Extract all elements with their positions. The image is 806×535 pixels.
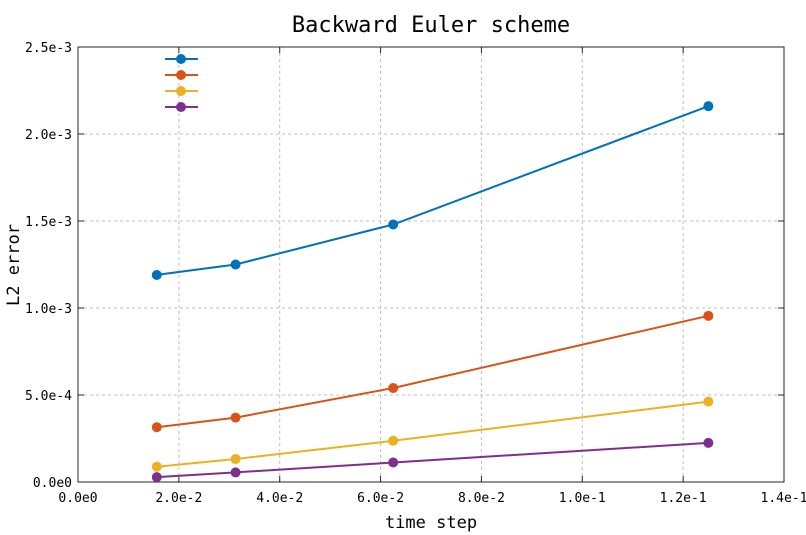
y-tick-label: 2.0e-3 — [25, 128, 72, 143]
series-4-line — [156, 441, 709, 479]
series-1-line — [156, 105, 709, 276]
y-tick-label: 0.0e0 — [33, 476, 72, 491]
series-1 — [151, 101, 714, 280]
x-tick-label: 1.2e-1 — [660, 491, 707, 506]
series-3-point — [388, 435, 399, 446]
series-1-point — [703, 101, 714, 112]
legend — [165, 54, 198, 112]
y-axis-label: L2 error — [4, 224, 24, 306]
series-2 — [151, 310, 714, 433]
legend-entry-2 — [165, 70, 198, 80]
plot-frame — [77, 46, 785, 483]
chart-title: Backward Euler scheme — [292, 13, 570, 38]
series-layer — [151, 101, 714, 483]
series-4-point — [388, 457, 399, 468]
legend-marker — [176, 70, 186, 80]
series-1-point — [151, 269, 162, 280]
legend-entry-1 — [165, 54, 198, 64]
y-tick-label: 1.0e-3 — [25, 302, 72, 317]
series-3-point — [230, 454, 241, 465]
series-3-line — [156, 400, 709, 468]
x-tick-label: 0.0e0 — [58, 491, 97, 506]
x-tick-label: 6.0e-2 — [357, 491, 404, 506]
x-axis-label: time step — [385, 513, 477, 533]
series-2-point — [230, 412, 241, 423]
legend-marker — [176, 102, 186, 112]
series-3 — [151, 396, 714, 472]
legend-entry-4 — [165, 102, 198, 112]
x-tick-label: 2.0e-2 — [155, 491, 202, 506]
series-2-point — [703, 310, 714, 321]
y-tick-label: 2.5e-3 — [25, 41, 72, 56]
series-2-point — [151, 422, 162, 433]
legend-marker — [176, 86, 186, 96]
series-1-point — [388, 219, 399, 230]
y-tick-label: 1.5e-3 — [25, 215, 72, 230]
series-4-point — [151, 472, 162, 483]
x-tick-label: 8.0e-2 — [458, 491, 505, 506]
series-4 — [151, 437, 714, 483]
x-tick-label: 1.0e-1 — [559, 491, 606, 506]
grid — [78, 47, 784, 482]
series-4-point — [230, 467, 241, 478]
series-2-point — [388, 383, 399, 394]
series-4-point — [703, 437, 714, 448]
series-2-line — [156, 314, 709, 429]
series-1-point — [230, 259, 241, 270]
series-3-point — [151, 461, 162, 472]
series-3-point — [703, 396, 714, 407]
y-tick-label: 5.0e-4 — [25, 389, 72, 404]
legend-marker — [176, 54, 186, 64]
x-tick-label: 1.4e-1 — [761, 491, 806, 506]
x-tick-label: 4.0e-2 — [256, 491, 303, 506]
legend-entry-3 — [165, 86, 198, 96]
axis-ticks: 0.0e0 2.0e-2 4.0e-2 6.0e-2 8.0e-2 1.0e-1 1.2e-… — [25, 41, 806, 506]
